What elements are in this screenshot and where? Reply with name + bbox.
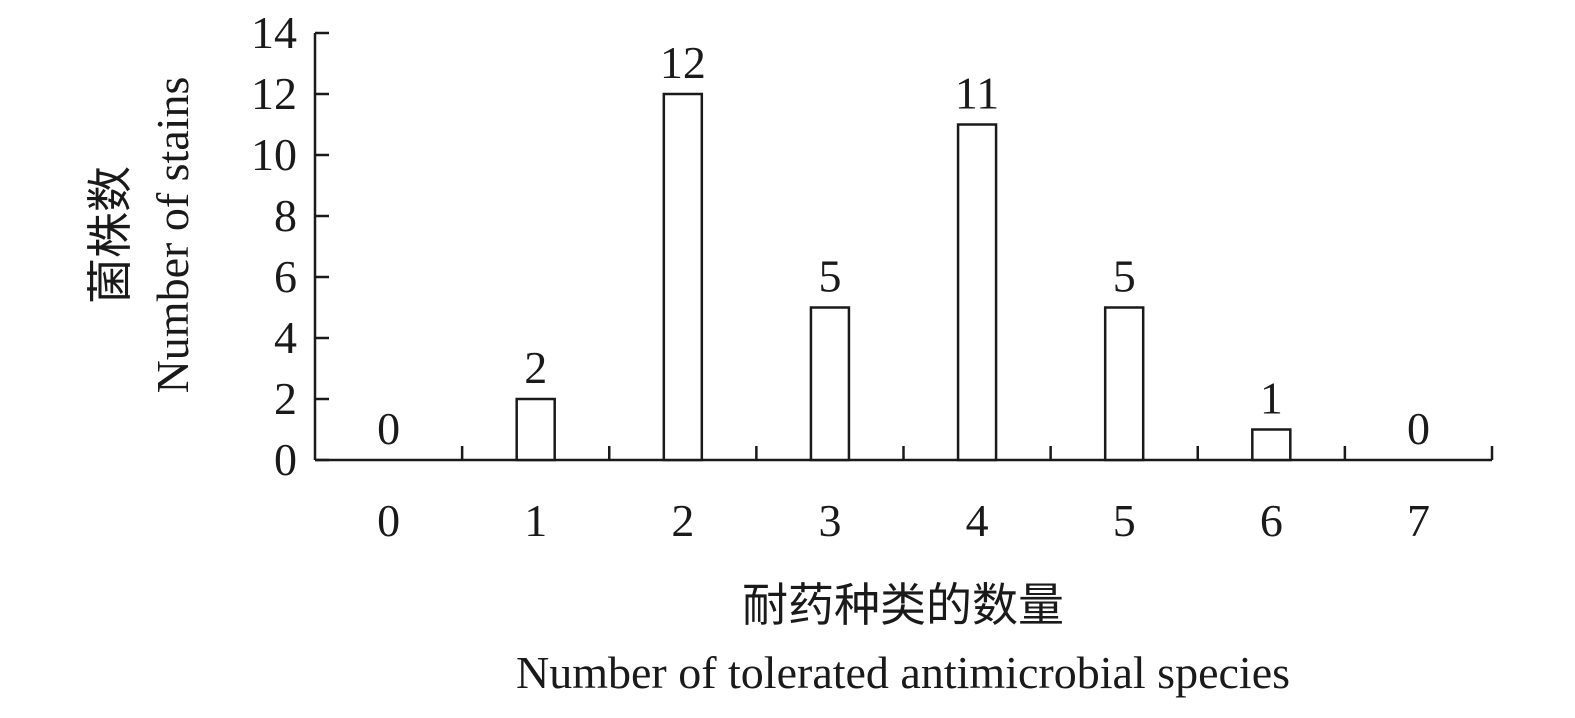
x-tick-label: 6 xyxy=(1260,495,1283,546)
bar xyxy=(515,397,556,462)
data-label: 2 xyxy=(524,342,547,393)
y-axis-label: Number of stains xyxy=(147,77,198,394)
labels: 0 2 4 6 8 10 12 14 0 0 2 1 12 2 5 3 11 4 5 5 1 6 0 7 xyxy=(251,7,1430,546)
data-label: 11 xyxy=(955,68,999,119)
y-tick-label: 14 xyxy=(251,7,297,58)
data-label: 1 xyxy=(1260,373,1283,424)
data-label: 5 xyxy=(1113,251,1136,302)
x-tick-label: 3 xyxy=(818,495,841,546)
data-label: 12 xyxy=(660,37,706,88)
bar xyxy=(956,123,998,462)
bars xyxy=(515,92,1292,462)
data-label: 0 xyxy=(377,403,400,454)
bar xyxy=(1103,306,1145,462)
y-tick-label: 12 xyxy=(251,68,297,119)
x-tick-label: 5 xyxy=(1113,495,1136,546)
x-tick-label: 2 xyxy=(671,495,694,546)
y-tick-label: 10 xyxy=(251,129,297,180)
x-tick-label: 0 xyxy=(377,495,400,546)
y-tick-label: 4 xyxy=(274,312,297,363)
x-tick-label: 1 xyxy=(524,495,547,546)
x-axis-label: Number of tolerated antimicrobial specie… xyxy=(516,647,1290,698)
y-tick-label: 2 xyxy=(274,373,297,424)
axes xyxy=(313,31,1494,462)
y-axis-label-cn: 菌株数 xyxy=(85,166,136,304)
data-label: 0 xyxy=(1407,403,1430,454)
x-axis-label-cn: 耐药种类的数量 xyxy=(742,580,1064,631)
data-label: 5 xyxy=(818,251,841,302)
bar xyxy=(809,306,851,462)
y-tick-label: 0 xyxy=(274,434,297,485)
bar xyxy=(662,92,704,462)
y-tick-label: 8 xyxy=(274,190,297,241)
y-tick-label: 6 xyxy=(274,251,297,302)
bar xyxy=(1251,428,1292,462)
x-tick-label: 4 xyxy=(966,495,989,546)
x-tick-label: 7 xyxy=(1407,495,1430,546)
